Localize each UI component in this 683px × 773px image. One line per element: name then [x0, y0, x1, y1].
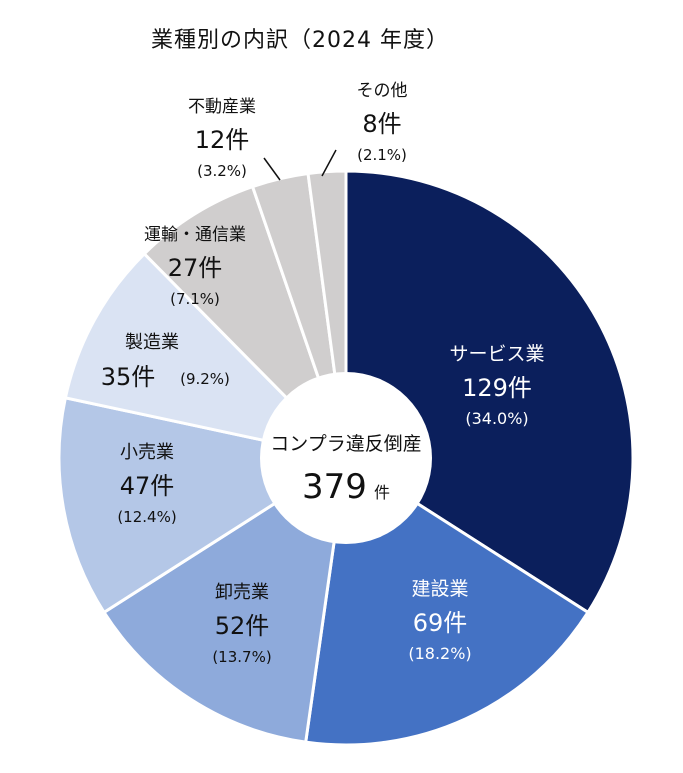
slice-count-label: 35件 — [101, 363, 156, 391]
slice-count-label: 129件 — [462, 374, 532, 402]
slice-count-label: 47件 — [120, 472, 175, 500]
slice-name-label: 小売業 — [120, 442, 174, 463]
slice-percent-label: (12.4%) — [117, 508, 176, 526]
slice-name-label: サービス業 — [449, 343, 544, 365]
leader-lines — [263, 149, 337, 181]
leader-line — [321, 149, 337, 177]
slice-count-label: 12件 — [195, 126, 250, 154]
slice-count-label: 69件 — [413, 609, 468, 637]
slice-count-label: 27件 — [168, 254, 223, 282]
slice-percent-label: (18.2%) — [408, 644, 471, 663]
chart-title: 業種別の内訳（2024 年度） — [151, 28, 449, 53]
slice-percent-label: (2.1%) — [357, 146, 407, 164]
slice-percent-label: (34.0%) — [465, 409, 528, 428]
leader-line — [263, 157, 281, 181]
slice-percent-label: (7.1%) — [170, 290, 220, 308]
slice-percent-label: (3.2%) — [197, 162, 247, 180]
donut-hole — [260, 372, 432, 544]
slice-name-label: その他 — [357, 81, 408, 101]
slice-name-label: 製造業 — [125, 332, 179, 353]
slice-labels: サービス業 129件 (34.0%) 建設業 69件 (18.2%) 卸売業 52件 (13.7… — [101, 81, 545, 666]
slice-name-label: 建設業 — [411, 578, 468, 600]
slice-percent-label: (9.2%) — [180, 370, 230, 388]
slice-count-label: 52件 — [215, 612, 270, 640]
slice-name-label: 卸売業 — [215, 582, 269, 603]
center-total-unit: 件 — [374, 483, 390, 502]
center-total-value: 379 — [302, 467, 367, 507]
pie-slice — [63, 251, 351, 461]
center-total: 379 件 — [302, 467, 390, 507]
slice-name-label: 不動産業 — [188, 97, 256, 117]
pie-slice — [101, 454, 348, 744]
slice-name-label: 運輸・通信業 — [144, 225, 246, 245]
center-label: コンプラ違反倒産 — [270, 433, 421, 455]
slice-count-label: 8件 — [362, 110, 401, 138]
slice-percent-label: (13.7%) — [212, 648, 271, 666]
